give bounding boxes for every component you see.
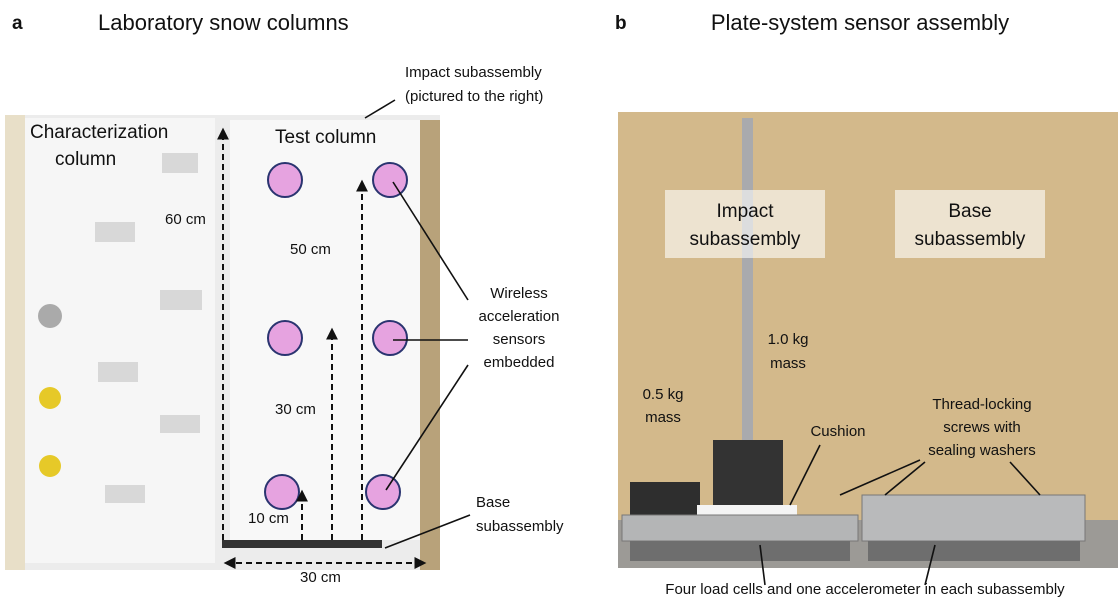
sensor	[264, 474, 300, 510]
sensor	[267, 162, 303, 198]
leader	[789, 444, 821, 506]
annotation: Test column	[275, 127, 376, 148]
annotation: 1.0 kg	[768, 331, 809, 348]
dimension: 30 cm	[300, 569, 341, 586]
annotation: Cushion	[810, 423, 865, 440]
leader	[385, 364, 469, 491]
annotation: Base	[476, 494, 510, 511]
leader	[364, 99, 396, 119]
leader	[392, 181, 469, 301]
annotation: mass	[770, 355, 806, 372]
annotation: Impact	[716, 201, 774, 222]
annotation: Base	[948, 201, 991, 222]
annotation: subassembly	[915, 229, 1026, 250]
annotation: Four load cells and one accelerometer in…	[665, 581, 1065, 598]
sensor	[372, 162, 408, 198]
annotation: mass	[645, 409, 681, 426]
panel-title: Plate-system sensor assembly	[711, 10, 1009, 35]
annotation: (pictured to the right)	[405, 88, 543, 105]
annotation: Characterization	[30, 122, 168, 143]
dimension: 10 cm	[248, 510, 289, 527]
annotation: screws with	[943, 419, 1021, 436]
sensor	[267, 320, 303, 356]
leader	[839, 459, 921, 496]
sensor	[365, 474, 401, 510]
panel-label: b	[615, 13, 627, 34]
annotation: sensors	[493, 331, 546, 348]
dimension: 50 cm	[290, 241, 331, 258]
annotation: subassembly	[690, 229, 801, 250]
annotation: Impact subassembly	[405, 64, 542, 81]
panel-label: a	[12, 13, 23, 34]
annotation: column	[55, 149, 116, 170]
annotation: acceleration	[479, 308, 560, 325]
annotation: Thread-locking	[932, 396, 1031, 413]
dimension: 30 cm	[275, 401, 316, 418]
panel-title: Laboratory snow columns	[98, 10, 349, 35]
annotation: embedded	[484, 354, 555, 371]
leader	[384, 514, 471, 549]
annotation: 0.5 kg	[643, 386, 684, 403]
sensor	[372, 320, 408, 356]
leader	[759, 544, 766, 586]
annotation: subassembly	[476, 518, 564, 535]
leader	[1009, 461, 1041, 496]
leader	[884, 461, 926, 496]
annotation: sealing washers	[928, 442, 1036, 459]
assembly-photo	[618, 112, 1118, 568]
dimension: 60 cm	[165, 211, 206, 228]
leader	[924, 544, 936, 586]
annotation: Wireless	[490, 285, 548, 302]
